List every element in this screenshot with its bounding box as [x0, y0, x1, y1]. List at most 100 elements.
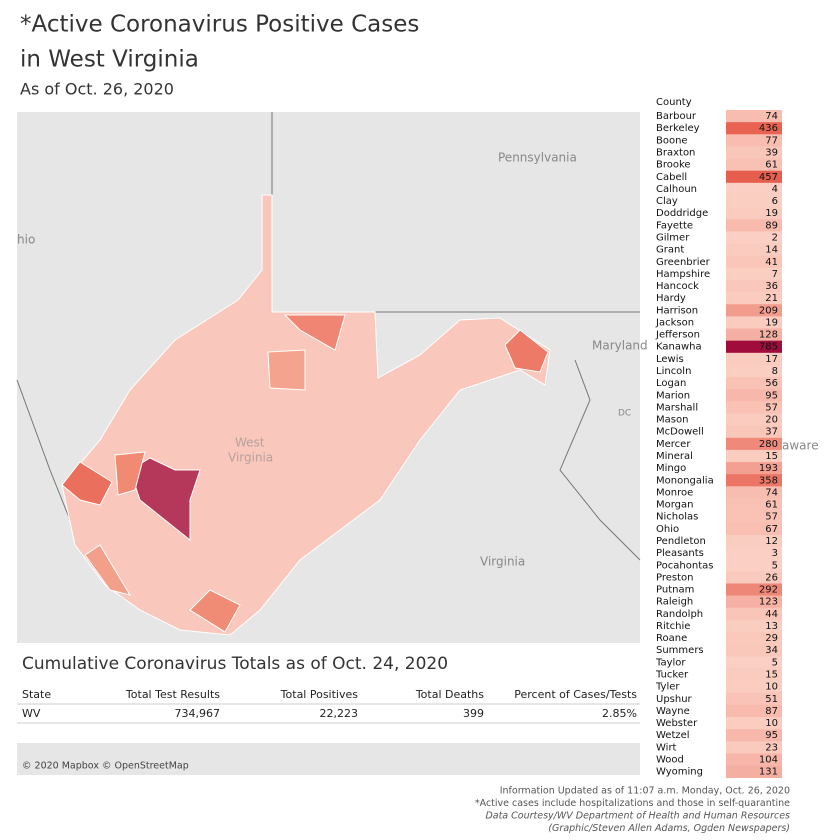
- county-value: 6: [772, 196, 778, 207]
- value-cell: [726, 704, 782, 718]
- map-label: West: [235, 436, 265, 450]
- county-value: 123: [759, 597, 778, 608]
- county-value: 51: [765, 694, 778, 705]
- title-line: in West Virginia: [20, 47, 199, 73]
- county-value: 44: [765, 609, 778, 620]
- county-name: Hampshire: [656, 269, 710, 280]
- county-value: 457: [759, 172, 778, 183]
- table-cell: 399: [463, 707, 484, 720]
- county-name: Mineral: [656, 451, 693, 462]
- county-value: 10: [765, 718, 778, 729]
- county-value: 4: [772, 184, 778, 195]
- value-cell: [726, 231, 782, 244]
- county-shape: [267, 349, 306, 391]
- county-name: Raleigh: [656, 597, 693, 608]
- value-cell: [726, 462, 782, 475]
- county-shape: [84, 544, 132, 596]
- value-cell: [726, 110, 782, 123]
- county-value: 2: [772, 232, 778, 243]
- title-line: *Active Coronavirus Positive Cases: [20, 12, 419, 38]
- map-attribution: © 2020 Mapbox © OpenStreetMap: [22, 761, 189, 772]
- footer-line: Information Updated as of 11:07 a.m. Mon…: [500, 786, 790, 797]
- column-header: Total Test Results: [125, 688, 220, 701]
- value-cell: [726, 316, 782, 329]
- county-name: Fayette: [656, 220, 693, 231]
- county-name: Wirt: [656, 742, 677, 753]
- column-header: State: [22, 688, 51, 701]
- county-name: Preston: [656, 572, 694, 583]
- value-cell: [726, 717, 782, 730]
- value-cell: [726, 680, 782, 694]
- county-value: 37: [765, 427, 778, 438]
- footer-line: (Graphic/Steven Allen Adams, Ogden Newsp…: [548, 823, 790, 834]
- county-value: 67: [765, 524, 778, 535]
- value-cell: [726, 534, 782, 548]
- table-cell: 22,223: [320, 707, 359, 720]
- county-name: Brooke: [656, 160, 691, 171]
- value-cell: [726, 122, 782, 135]
- county-header: County: [656, 97, 692, 108]
- county-value: 39: [765, 147, 778, 158]
- county-value: 193: [759, 463, 778, 474]
- value-cell: [726, 340, 782, 354]
- value-cell: [726, 437, 782, 451]
- footer-line: Data Courtesy/WV Department of Health an…: [485, 811, 790, 822]
- value-cell: [726, 510, 782, 524]
- value-cell: [726, 146, 782, 159]
- county-value: 3: [772, 548, 778, 559]
- county-value: 77: [765, 135, 778, 146]
- totals-title: Cumulative Coronavirus Totals as of Oct.…: [22, 654, 448, 674]
- county-name: Randolph: [656, 609, 703, 620]
- county-name: Wyoming: [656, 767, 703, 778]
- county-name: Logan: [656, 378, 686, 389]
- value-cell: [726, 292, 782, 305]
- county-name: Tyler: [655, 682, 680, 693]
- value-cell: [726, 364, 782, 378]
- county-name: Harrison: [656, 305, 698, 316]
- value-cell: [726, 753, 782, 766]
- county-name: Mercer: [656, 439, 691, 450]
- value-cell: [726, 352, 782, 366]
- map-label: Pennsylvania: [498, 151, 577, 165]
- totals-table: Cumulative Coronavirus Totals as of Oct.…: [17, 643, 640, 743]
- value-cell: [726, 267, 782, 281]
- value-cell: [726, 644, 782, 657]
- county-name: Grant: [656, 245, 684, 256]
- county-name: Monroe: [656, 487, 693, 498]
- county-value: 36: [765, 281, 778, 292]
- county-shape: [61, 461, 113, 506]
- county-name: Jackson: [655, 317, 694, 328]
- value-cell: [726, 668, 782, 681]
- county-name: Summers: [656, 645, 704, 656]
- value-cell: [726, 741, 782, 754]
- county-shape: [283, 314, 346, 351]
- value-cell: [726, 255, 782, 269]
- county-value: 23: [765, 742, 778, 753]
- table-cell: 734,967: [175, 707, 221, 720]
- county-value: 5: [772, 560, 778, 571]
- county-value: 8: [772, 366, 778, 377]
- map-label: Maryland: [592, 339, 648, 353]
- county-value: 41: [765, 257, 778, 268]
- county-name: Clay: [656, 196, 678, 207]
- column-header: Total Deaths: [415, 688, 484, 701]
- county-name: Lewis: [656, 354, 684, 365]
- county-value: 785: [759, 342, 778, 353]
- county-name: Jefferson: [655, 330, 700, 341]
- value-cell: [726, 328, 782, 341]
- county-name: Cabell: [656, 172, 687, 183]
- map-label: Virginia: [480, 555, 525, 569]
- value-cell: [726, 547, 782, 560]
- county-name: Pocahontas: [656, 560, 713, 571]
- county-name: Putnam: [656, 585, 694, 596]
- county-name: Nicholas: [656, 512, 698, 523]
- value-cell: [726, 182, 782, 196]
- value-cell: [726, 158, 782, 171]
- subtitle: As of Oct. 26, 2020: [20, 80, 174, 99]
- county-shape: [129, 457, 201, 542]
- table-cell: WV: [22, 707, 41, 720]
- county-name: Hancock: [656, 281, 699, 292]
- county-value: 56: [765, 378, 778, 389]
